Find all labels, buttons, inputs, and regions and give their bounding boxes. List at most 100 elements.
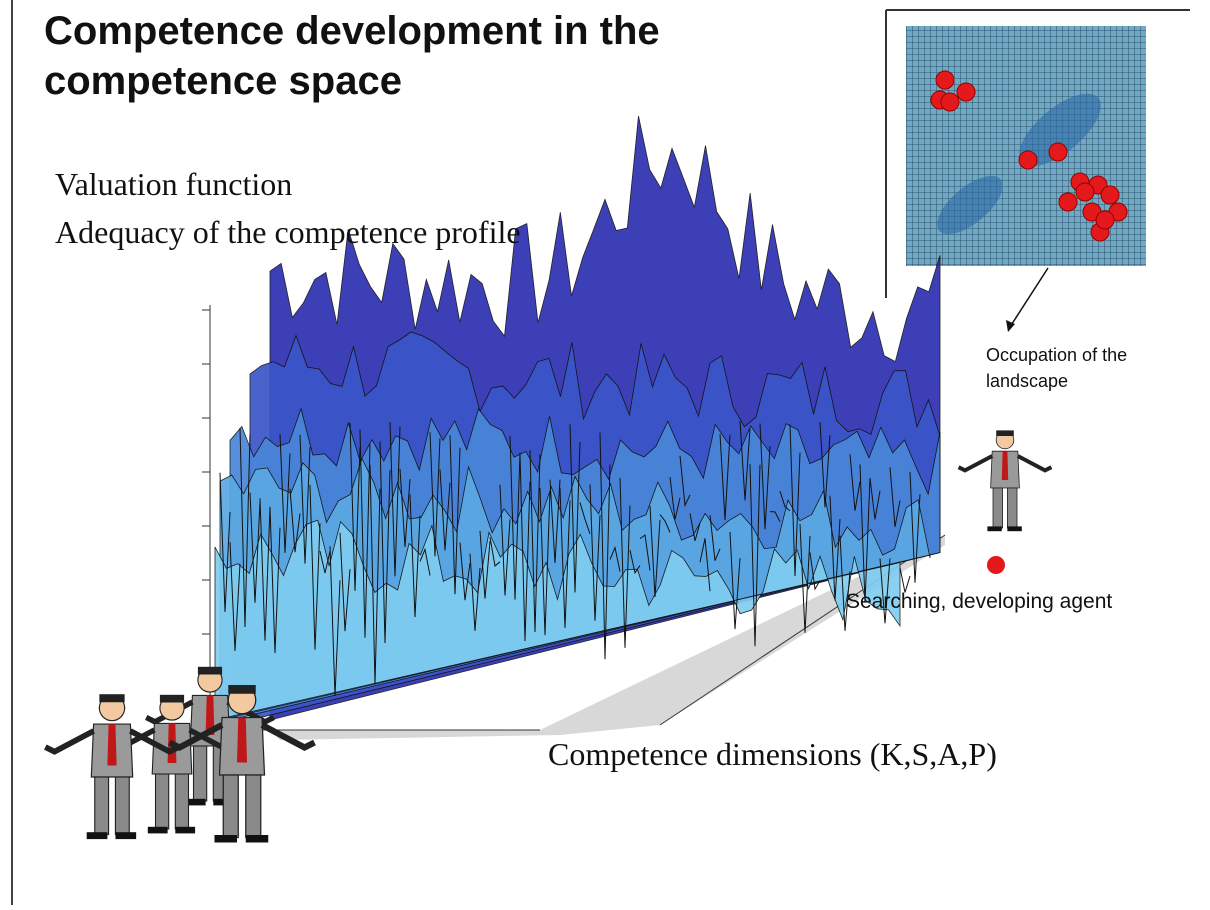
person-arm [1016, 454, 1053, 473]
surface-wire [689, 513, 701, 541]
person-shoe [1007, 526, 1022, 532]
person-leg [174, 773, 190, 830]
surface-wire [269, 507, 281, 654]
surface-wire [479, 530, 491, 599]
person-arm [168, 722, 224, 752]
surface-wire [239, 427, 251, 628]
surface-wire [719, 434, 731, 521]
surface-wire [779, 490, 791, 512]
person-leg [992, 487, 1003, 529]
surface-wire [259, 498, 271, 641]
surface-wire [439, 469, 451, 551]
surface-wire [379, 441, 391, 644]
surface-wire [619, 477, 631, 648]
person-hair [228, 685, 256, 694]
surface-wire [869, 478, 881, 520]
surface-wire [909, 471, 921, 583]
person-icon [168, 685, 316, 843]
person-leg [1007, 487, 1018, 529]
surface-wire [509, 436, 521, 600]
surface-wire [499, 484, 511, 596]
agent-dot [987, 556, 1005, 574]
surface-wire [389, 422, 401, 577]
surface-wire [739, 421, 751, 501]
axis-label: Competence dimensions (K,S,A,P) [548, 736, 997, 772]
map-peak [1019, 93, 1101, 167]
person-hair [159, 694, 185, 703]
person-leg [154, 773, 170, 830]
surface-wire [849, 454, 861, 511]
surface-wire [709, 514, 721, 561]
surface-wire [769, 511, 781, 523]
surface-layer [214, 519, 901, 721]
person-arm [260, 722, 316, 752]
person-leg [192, 745, 208, 802]
surface-wire [899, 567, 911, 593]
surface-wire [249, 492, 261, 603]
surface-wire [419, 547, 431, 576]
person-shoe [245, 835, 269, 843]
person-shoe [115, 832, 137, 840]
inset-label: Occupation of the landscape [986, 345, 1128, 391]
surface-wire [809, 552, 821, 591]
agent-dot [935, 70, 955, 90]
person-hair [197, 666, 223, 675]
surface-wire [759, 423, 771, 530]
surface-wire [799, 523, 811, 633]
arrow [1007, 267, 1049, 331]
surface-wire [319, 551, 331, 574]
agent-dot [1018, 150, 1038, 170]
surface-wire [669, 476, 681, 520]
axis-label: Adequacy of the competence profile [55, 214, 521, 250]
person-shoe [214, 835, 237, 843]
person-shoe [86, 832, 108, 840]
title: Competence development in the competence… [44, 9, 660, 103]
surface-wire [289, 488, 301, 553]
surface-wire [839, 535, 851, 631]
surface-wire [449, 435, 461, 595]
surface-wire [539, 488, 551, 636]
agent-dot [1058, 192, 1078, 212]
surface-wire [659, 514, 671, 533]
surface-wire [409, 494, 421, 618]
floor [270, 535, 945, 740]
person-hair [99, 694, 125, 703]
person-shoe [987, 526, 1002, 532]
surface-wire [609, 545, 621, 572]
surface-wire [789, 424, 801, 577]
surface-wire [879, 558, 891, 624]
surface-wire [729, 531, 741, 630]
axis-label: Valuation function [55, 166, 293, 202]
surface-wire [549, 479, 561, 564]
surface-wire [219, 472, 231, 613]
surface-wire [599, 432, 611, 660]
surface-wire [229, 542, 241, 651]
surface-wire [629, 550, 641, 575]
person-icon [44, 694, 180, 840]
surface-wire [829, 495, 841, 601]
map-peak [937, 175, 1003, 235]
agent-dot [956, 82, 976, 102]
person-shoe [175, 826, 196, 834]
agent-dot [1048, 142, 1068, 162]
surface-wire [329, 546, 341, 697]
surface-wire [279, 433, 291, 553]
surface-wire [579, 502, 591, 535]
surface-wire [699, 538, 711, 592]
surface-wire [529, 450, 541, 633]
surface-wire [569, 424, 581, 593]
person-leg [94, 776, 110, 836]
surface-wire [359, 429, 371, 638]
person-shoe [185, 798, 206, 806]
surface-wire [589, 484, 601, 621]
person-shoe [147, 826, 168, 834]
person-leg [222, 774, 239, 839]
person-tie [205, 695, 215, 735]
surface-wire [519, 453, 531, 642]
surface-wire [489, 537, 501, 567]
surface-wire [679, 455, 691, 508]
surface-wire [299, 434, 311, 564]
surface-wire [749, 464, 761, 647]
